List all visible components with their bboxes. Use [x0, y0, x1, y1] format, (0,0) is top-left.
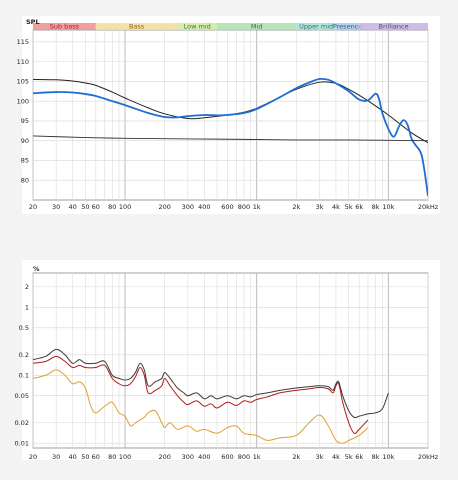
x-tick-label: 4k [332, 203, 340, 211]
x-tick-label: 80 [108, 453, 116, 461]
x-tick-label: 10k [382, 453, 394, 461]
x-tick-label: 40 [68, 203, 76, 211]
x-tick-label: 300 [182, 203, 194, 211]
y-tick-label: 85 [21, 157, 29, 165]
band-sub-bass [33, 23, 96, 30]
series-line-3 [33, 369, 369, 444]
x-tick-label: 3k [316, 453, 324, 461]
series-group [33, 77, 428, 197]
band-brilliance [359, 23, 428, 30]
x-tick-label: 30 [52, 453, 60, 461]
y-tick-label: 0.2 [19, 351, 29, 359]
y-tick-label: 0.02 [15, 419, 29, 427]
x-tick-label: 40 [68, 453, 76, 461]
x-tick-label: 5k [345, 203, 353, 211]
x-tick-label: 10k [382, 203, 394, 211]
band-label: Brilliance [379, 23, 409, 31]
x-tick-label: 1k [253, 453, 261, 461]
x-tick-label: 200 [158, 453, 170, 461]
series-line-1 [33, 348, 389, 419]
band-label: Low mid [184, 23, 211, 31]
y-tick-label: 0.1 [19, 371, 29, 379]
band-label: Upper mid [299, 23, 333, 31]
grid [32, 273, 429, 448]
x-tick-label: 100 [119, 453, 131, 461]
x-tick-label: 4k [332, 453, 340, 461]
band-bass [95, 23, 178, 30]
band-mid [217, 23, 297, 30]
x-tick-label: 200 [158, 203, 170, 211]
y-tick-label: 80 [21, 176, 29, 184]
x-tick-label: 6k [355, 453, 363, 461]
x-tick-label: 2k [292, 203, 300, 211]
x-tick-label: 80 [108, 203, 116, 211]
band-low-mid [177, 23, 218, 30]
series-line-2 [33, 77, 428, 197]
x-tick-label: 20kHz [418, 453, 439, 461]
y-axis-label: % [33, 265, 40, 273]
y-tick-label: 1 [25, 304, 29, 312]
band-label: Mid [251, 23, 263, 31]
y-tick-label: 110 [17, 58, 29, 66]
x-tick-label: 300 [182, 453, 194, 461]
band-label: Presence [333, 23, 362, 31]
x-tick-label: 400 [198, 203, 210, 211]
x-tick-label: 1k [253, 203, 261, 211]
y-tick-label: 90 [21, 137, 29, 145]
band-upper-mid [296, 23, 336, 30]
x-tick-label: 50 [81, 203, 89, 211]
x-tick-label: 5k [345, 453, 353, 461]
grid [32, 30, 429, 200]
x-tick-label: 600 [221, 453, 233, 461]
y-tick-label: 100 [17, 97, 29, 105]
x-tick-label: 800 [238, 203, 250, 211]
x-tick-label: 8k [372, 453, 380, 461]
x-tick-label: 60 [92, 453, 100, 461]
x-tick-label: 30 [52, 203, 60, 211]
band-label: Bass [129, 23, 145, 31]
x-tick-label: 600 [221, 203, 233, 211]
y-tick-label: 0.05 [15, 392, 29, 400]
frequency-band-bar: Sub bass Bass Low mid Mid Upper mid Presence B… [33, 23, 428, 31]
x-tick-label: 800 [238, 453, 250, 461]
x-tick-label: 8k [372, 203, 380, 211]
y-tick-label: 0.01 [15, 439, 29, 447]
y-tick-label: 0.5 [19, 324, 29, 332]
x-tick-label: 3k [316, 203, 324, 211]
band-presence [335, 23, 360, 30]
y-tick-label: 95 [21, 117, 29, 125]
series-line-2 [33, 355, 369, 435]
series-line-3 [33, 135, 428, 142]
x-tick-label: 20 [29, 453, 37, 461]
plot-area [32, 272, 429, 449]
x-tick-label: 2k [292, 453, 300, 461]
series-group [33, 348, 389, 444]
x-tick-label: 50 [81, 453, 89, 461]
y-tick-label: 105 [17, 78, 29, 86]
x-tick-label: 20kHz [418, 203, 439, 211]
y-axis-label: SPL [26, 18, 40, 26]
x-tick-label: 100 [119, 203, 131, 211]
x-tick-label: 60 [92, 203, 100, 211]
y-tick-label: 2 [25, 283, 29, 291]
band-label: Sub bass [50, 23, 80, 31]
x-tick-label: 400 [198, 453, 210, 461]
y-tick-label: 115 [17, 38, 29, 46]
x-tick-label: 6k [355, 203, 363, 211]
frequency-response-chart: Sub bass Bass Low mid Mid Upper mid Presence B… [17, 16, 440, 214]
x-tick-label: 20 [29, 203, 37, 211]
